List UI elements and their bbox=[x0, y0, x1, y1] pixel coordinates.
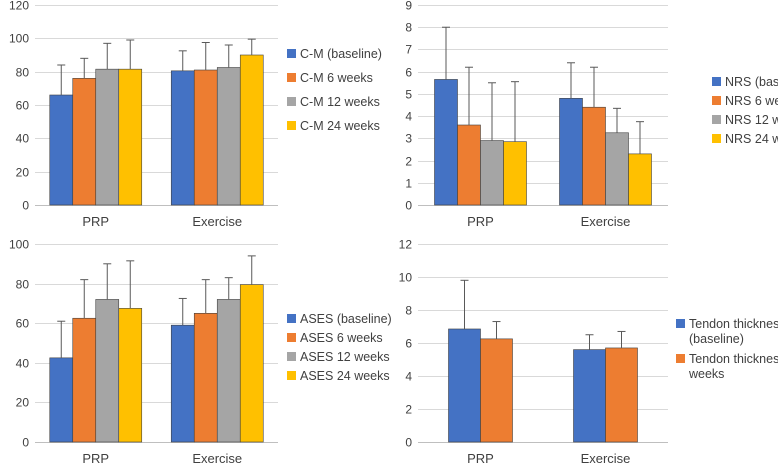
legend-label: NRS 12 weeks bbox=[725, 113, 778, 127]
y-tick-label: 0 bbox=[405, 199, 412, 213]
bar-nrs-2-1 bbox=[605, 132, 629, 206]
bar-cm-1-0 bbox=[72, 78, 97, 206]
y-tick-label: 3 bbox=[405, 132, 412, 146]
legend-label: ASES 6 weeks bbox=[300, 331, 383, 345]
x-category-label: PRP bbox=[82, 214, 109, 229]
legend-label: NRS 6 weeks bbox=[725, 94, 778, 108]
legend-label: ASES (baseline) bbox=[300, 312, 392, 326]
bar-tendon-1-1 bbox=[605, 347, 638, 443]
bar-cm-2-1 bbox=[216, 67, 241, 206]
y-tick-label: 1 bbox=[405, 177, 412, 191]
y-tick-label: 80 bbox=[16, 66, 30, 80]
bar-ases-1-0 bbox=[72, 317, 97, 443]
legend-label: C-M 24 weeks bbox=[300, 119, 380, 133]
y-tick-label: 8 bbox=[405, 304, 412, 318]
legend-swatch bbox=[287, 73, 296, 82]
x-category-label: Exercise bbox=[192, 214, 242, 229]
y-tick-label: 0 bbox=[405, 436, 412, 450]
legend-swatch bbox=[287, 371, 296, 380]
bar-cm-3-0 bbox=[118, 68, 143, 206]
legend-label: C-M 6 weeks bbox=[300, 71, 373, 85]
bar-nrs-2-0 bbox=[480, 140, 504, 206]
legend-swatch bbox=[712, 134, 721, 143]
y-tick-label: 12 bbox=[399, 238, 413, 252]
legend-label: C-M 12 weeks bbox=[300, 95, 380, 109]
y-tick-label: 20 bbox=[16, 396, 30, 410]
legend-swatch bbox=[287, 314, 296, 323]
y-tick-label: 4 bbox=[405, 110, 412, 124]
y-tick-label: 8 bbox=[405, 21, 412, 35]
bar-nrs-0-1 bbox=[559, 98, 583, 206]
bar-nrs-1-0 bbox=[457, 124, 481, 206]
x-category-label: PRP bbox=[467, 214, 494, 229]
y-tick-label: 40 bbox=[16, 132, 30, 146]
bar-tendon-1-0 bbox=[480, 338, 513, 443]
y-tick-label: 4 bbox=[405, 370, 412, 384]
bar-cm-1-1 bbox=[193, 69, 218, 206]
bar-nrs-3-0 bbox=[503, 141, 527, 206]
y-tick-label: 20 bbox=[16, 166, 30, 180]
legend-label: ASES 24 weeks bbox=[300, 369, 390, 383]
y-tick-label: 6 bbox=[405, 337, 412, 351]
y-tick-label: 0 bbox=[22, 436, 29, 450]
bar-nrs-3-1 bbox=[628, 153, 652, 206]
bar-ases-1-1 bbox=[193, 312, 218, 443]
legend-label: NRS (baseline) bbox=[725, 75, 778, 89]
y-tick-label: 9 bbox=[405, 0, 412, 13]
bar-cm-0-1 bbox=[170, 70, 195, 206]
chart-nrs: 0 1 2 3 4 5 6 7 8 9 PRP Exercise NRS (baseline) NRS 6… bbox=[405, 0, 778, 229]
y-tick-label: 0 bbox=[22, 199, 29, 213]
bar-tendon-0-0 bbox=[448, 328, 481, 443]
legend-swatch bbox=[712, 96, 721, 105]
legend-swatch bbox=[676, 354, 685, 363]
bar-cm-2-0 bbox=[95, 68, 120, 206]
bar-nrs-0-0 bbox=[434, 79, 458, 206]
legend-swatch bbox=[712, 115, 721, 124]
chart-ases: 0 20 40 60 80 100 PRP Exercise ASES (baseline) AS… bbox=[9, 238, 392, 463]
bar-ases-2-1 bbox=[216, 299, 241, 443]
legend-swatch bbox=[287, 333, 296, 342]
y-tick-label: 7 bbox=[405, 43, 412, 57]
bar-ases-0-0 bbox=[49, 357, 74, 443]
y-tick-label: 60 bbox=[16, 317, 30, 331]
x-category-label: PRP bbox=[467, 451, 494, 463]
bar-ases-2-0 bbox=[95, 299, 120, 443]
legend-swatch bbox=[676, 319, 685, 328]
x-category-label: Exercise bbox=[192, 451, 242, 463]
legend-label: ASES 12 weeks bbox=[300, 350, 390, 364]
y-tick-label: 120 bbox=[9, 0, 29, 13]
y-tick-label: 40 bbox=[16, 357, 30, 371]
bar-cm-0-0 bbox=[49, 94, 74, 206]
x-category-label: Exercise bbox=[581, 214, 631, 229]
bar-tendon-0-1 bbox=[573, 349, 606, 443]
legend-swatch bbox=[287, 121, 296, 130]
y-tick-label: 5 bbox=[405, 88, 412, 102]
chart-tendon: 0 2 4 6 8 10 12 PRP Exercise Tendon thickness (bas… bbox=[399, 238, 778, 463]
y-tick-label: 6 bbox=[405, 66, 412, 80]
y-tick-label: 100 bbox=[9, 238, 29, 252]
y-tick-label: 60 bbox=[16, 99, 30, 113]
y-tick-label: 100 bbox=[9, 32, 29, 46]
bar-ases-3-0 bbox=[118, 308, 143, 443]
x-category-label: PRP bbox=[82, 451, 109, 463]
y-tick-label: 80 bbox=[16, 278, 30, 292]
legend-label: NRS 24 weeks bbox=[725, 132, 778, 146]
legend-label: Tendon thickness (baseline) bbox=[689, 317, 778, 346]
y-tick-label: 2 bbox=[405, 403, 412, 417]
y-tick-label: 2 bbox=[405, 155, 412, 169]
y-tick-label: 10 bbox=[399, 271, 413, 285]
legend-swatch bbox=[712, 77, 721, 86]
bar-ases-0-1 bbox=[170, 324, 195, 443]
chart-cm: 0 20 40 60 80 100 120 PRP Exercise C-M (baseline)… bbox=[9, 0, 382, 229]
bar-nrs-1-1 bbox=[582, 106, 606, 206]
bar-cm-3-1 bbox=[239, 54, 264, 206]
legend-swatch bbox=[287, 49, 296, 58]
legend-swatch bbox=[287, 97, 296, 106]
x-category-label: Exercise bbox=[581, 451, 631, 463]
legend-swatch bbox=[287, 352, 296, 361]
legend-label: C-M (baseline) bbox=[300, 47, 382, 61]
bar-ases-3-1 bbox=[239, 284, 264, 443]
